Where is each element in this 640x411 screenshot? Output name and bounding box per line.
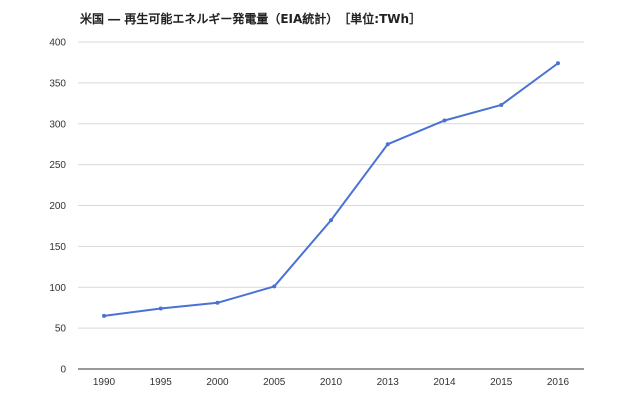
data-point [158,306,163,311]
x-tick-label: 2014 [433,377,456,388]
y-tick-label: 350 [49,78,66,89]
series-line [103,62,559,317]
x-axis-ticks: 1990 1995 2000 2005 2010 2013 2014 2015 2016 [93,377,570,388]
x-tick-label: 2000 [206,377,229,388]
y-tick-label: 150 [49,242,66,253]
gridlines [78,41,584,329]
y-tick-label: 200 [49,201,66,212]
data-point [102,313,106,318]
data-point [215,300,220,305]
data-point [499,102,504,107]
x-tick-label: 2013 [377,377,400,388]
y-tick-label: 300 [49,119,66,130]
data-point [272,284,277,289]
data-point [329,218,333,223]
y-tick-label: 50 [55,324,67,335]
x-tick-label: 1990 [93,377,116,388]
y-tick-label: 250 [49,160,66,171]
y-tick-label: 100 [49,283,66,294]
data-point [556,61,560,66]
x-tick-label: 2016 [547,377,570,388]
data-point [385,142,390,147]
y-tick-label: 0 [60,365,66,376]
data-point [442,118,447,123]
x-tick-label: 1995 [150,377,173,388]
series-group [102,61,560,318]
x-tick-label: 2005 [263,377,286,388]
y-axis-ticks: 0 50 100 150 200 250 300 350 400 [49,38,66,376]
y-tick-label: 400 [49,38,66,49]
chart-title: 米国 ― 再生可能エネルギー発電量（EIA統計） ［単位:TWh］ [80,12,422,26]
x-tick-label: 2010 [320,377,343,388]
x-tick-label: 2015 [490,377,513,388]
